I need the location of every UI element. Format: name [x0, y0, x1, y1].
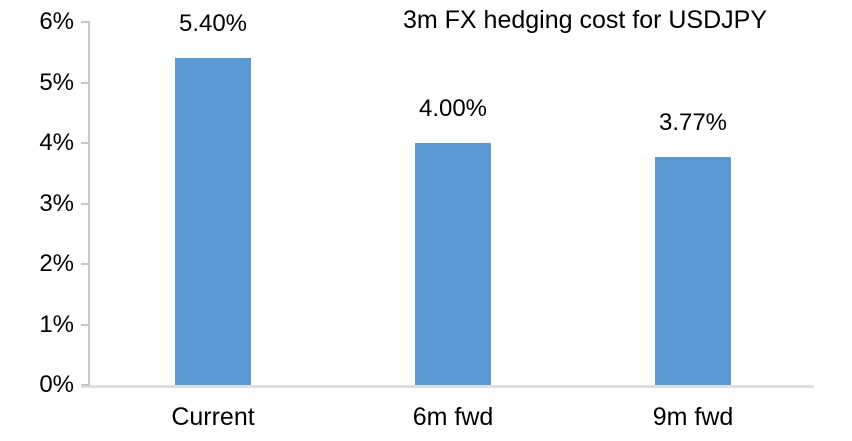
y-tick-label: 3% — [39, 189, 74, 217]
y-tick-label: 2% — [39, 250, 74, 277]
y-tick-mark — [81, 202, 90, 205]
bar-value-label: 4.00% — [418, 95, 488, 122]
y-tick-label: 1% — [39, 310, 74, 338]
y-tick-label: 4% — [39, 129, 74, 156]
y-tick-label: 0% — [39, 371, 74, 398]
bar-value-label: 5.40% — [178, 10, 248, 38]
x-category-label: Current — [171, 403, 255, 431]
y-tick-mark — [81, 21, 90, 23]
y-tick-mark — [81, 81, 90, 84]
y-tick-mark — [81, 323, 90, 326]
x-axis-line — [81, 385, 814, 388]
x-category-label: 9m fwd — [652, 403, 734, 431]
y-tick-mark — [81, 384, 90, 386]
bar-9m-fwd — [655, 156, 731, 385]
x-category-label: 6m fwd — [412, 403, 494, 431]
bar-6m-fwd — [415, 143, 491, 385]
y-tick-label: 6% — [39, 8, 74, 35]
chart-title: 3m FX hedging cost for USDJPY — [402, 6, 768, 34]
bar-value-label: 3.77% — [658, 108, 728, 136]
y-tick-mark — [81, 142, 90, 144]
y-tick-mark — [81, 263, 90, 265]
y-tick-label: 5% — [39, 68, 74, 96]
bar-current — [175, 58, 251, 385]
